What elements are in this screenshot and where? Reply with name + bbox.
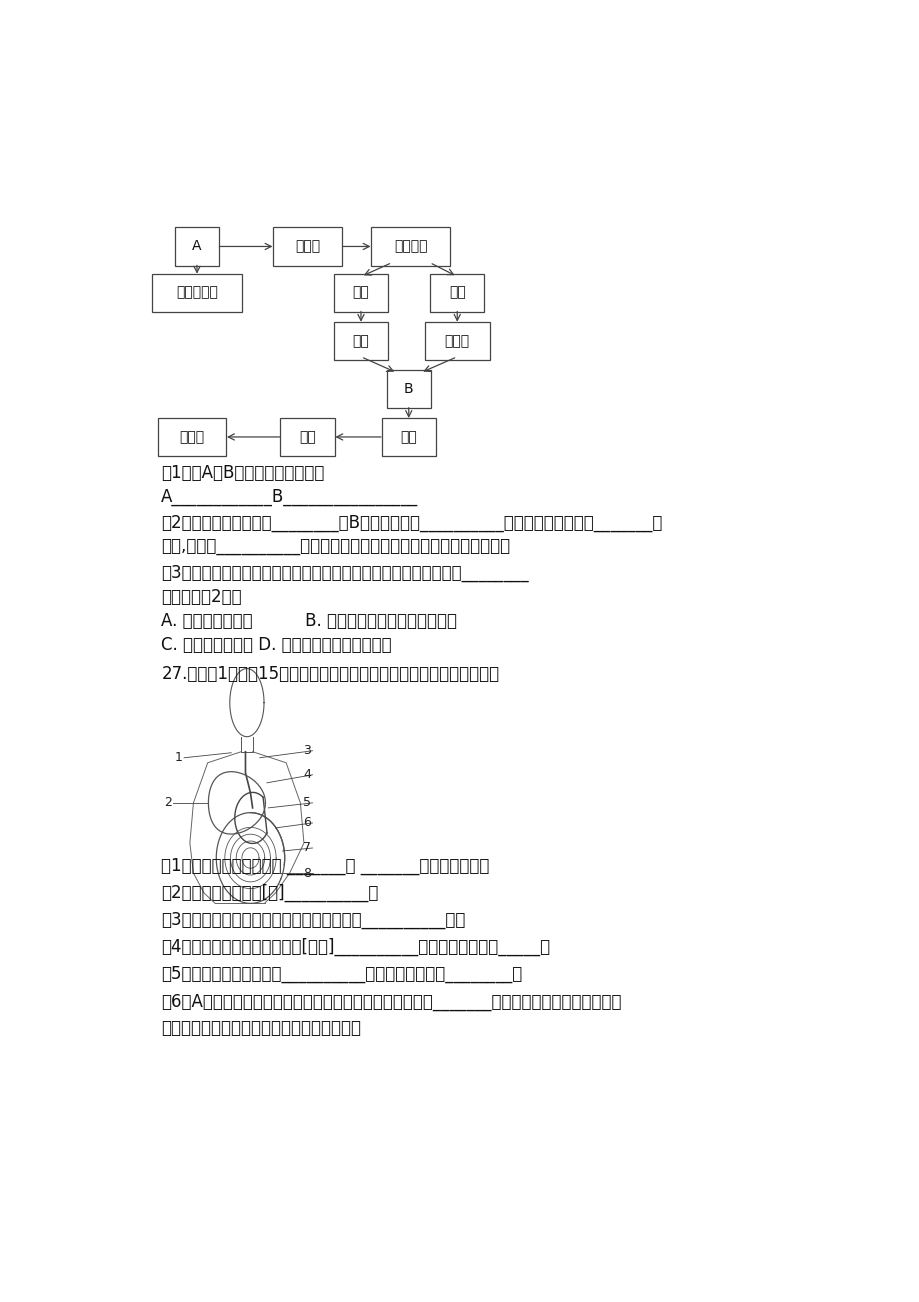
FancyBboxPatch shape — [371, 228, 450, 266]
Text: 2: 2 — [164, 797, 172, 810]
Text: （多项）（2分）: （多项）（2分） — [161, 589, 242, 607]
Text: 现代类人猿: 现代类人猿 — [176, 285, 218, 299]
FancyBboxPatch shape — [334, 273, 388, 311]
FancyBboxPatch shape — [273, 228, 341, 266]
Text: 6: 6 — [303, 816, 311, 829]
Text: （6）A同学说，我早餐吃了一个馒头，馒头的营养成分主是_______。馒头是从图中［　］开始被: （6）A同学说，我早餐吃了一个馒头，馒头的营养成分主是_______。馒头是从图… — [161, 993, 621, 1012]
Text: A. 与父母交流沟通          B. 焦虑不安、苦闷，不让人知道: A. 与父母交流沟通 B. 焦虑不安、苦闷，不让人知道 — [161, 612, 457, 630]
Text: 男性: 男性 — [352, 285, 369, 299]
Text: 发育,并通过__________从母体获得营养物质和氧气，同时将废物排出。: 发育,并通过__________从母体获得营养物质和氧气，同时将废物排出。 — [161, 538, 510, 556]
Text: 初步消化的，最终在［　］内消化为葡萄糖。: 初步消化的，最终在［ ］内消化为葡萄糖。 — [161, 1019, 361, 1038]
Text: 8: 8 — [302, 867, 311, 880]
FancyBboxPatch shape — [387, 370, 430, 408]
Text: 27.（每空1分、共15分）如图是消化系统模式图，请根据图回答问题：: 27.（每空1分、共15分）如图是消化系统模式图，请根据图回答问题： — [161, 664, 499, 682]
FancyBboxPatch shape — [334, 322, 388, 359]
Text: 青春期: 青春期 — [179, 430, 204, 444]
Text: （2）最大的消化腺是[　]__________。: （2）最大的消化腺是[ ]__________。 — [161, 884, 379, 902]
FancyBboxPatch shape — [280, 418, 335, 456]
Text: 5: 5 — [302, 797, 311, 810]
Text: 4: 4 — [303, 768, 311, 781]
Text: A: A — [192, 240, 201, 254]
Text: B: B — [403, 381, 414, 396]
Text: 1: 1 — [175, 751, 183, 764]
Text: 3: 3 — [303, 745, 311, 758]
Text: 女性: 女性 — [448, 285, 465, 299]
Text: （1）在A、B两处填入恰当的词：: （1）在A、B两处填入恰当的词： — [161, 464, 324, 482]
Text: （4）蛋白质开始消化的部位是[　　]__________，其最终被分解为_____。: （4）蛋白质开始消化的部位是[ ]__________，其最终被分解为_____… — [161, 939, 550, 957]
Text: 卵细胞: 卵细胞 — [444, 333, 470, 348]
Text: 7: 7 — [302, 841, 311, 854]
FancyBboxPatch shape — [175, 228, 219, 266]
Text: （2）产生精子的器官是________．B的形成发生在__________内．胎儿是在母体的_______中: （2）产生精子的器官是________．B的形成发生在__________内．胎… — [161, 514, 662, 533]
FancyBboxPatch shape — [381, 418, 436, 456]
Text: （1）人体的消化系统是由 _______和 _______两大部分组成。: （1）人体的消化系统是由 _______和 _______两大部分组成。 — [161, 857, 489, 875]
Text: C. 向生物老师请教 D. 集中精力学习，不去理他: C. 向生物老师请教 D. 集中精力学习，不去理他 — [161, 637, 391, 655]
Text: （5）淀粉在口腔被消化成__________，在小肠被消化成________。: （5）淀粉在口腔被消化成__________，在小肠被消化成________。 — [161, 965, 522, 983]
Text: 精子: 精子 — [352, 333, 369, 348]
FancyBboxPatch shape — [152, 273, 242, 311]
Text: A____________B________________: A____________B________________ — [161, 488, 418, 506]
Text: 胎儿: 胎儿 — [400, 430, 416, 444]
FancyBboxPatch shape — [425, 322, 489, 359]
FancyBboxPatch shape — [430, 273, 483, 311]
Text: 古人类: 古人类 — [295, 240, 320, 254]
FancyBboxPatch shape — [158, 418, 226, 456]
Text: （3）消化食物和吸收营养物质的主要场所是__________　。: （3）消化食物和吸收营养物质的主要场所是__________ 。 — [161, 911, 465, 930]
Text: 婴儿: 婴儿 — [299, 430, 315, 444]
Text: 现代人类: 现代人类 — [393, 240, 427, 254]
Text: （3）青春期男孩女孩面临第一次遗精或月经初潮时，恰当的做法是________: （3）青春期男孩女孩面临第一次遗精或月经初潮时，恰当的做法是________ — [161, 564, 528, 582]
